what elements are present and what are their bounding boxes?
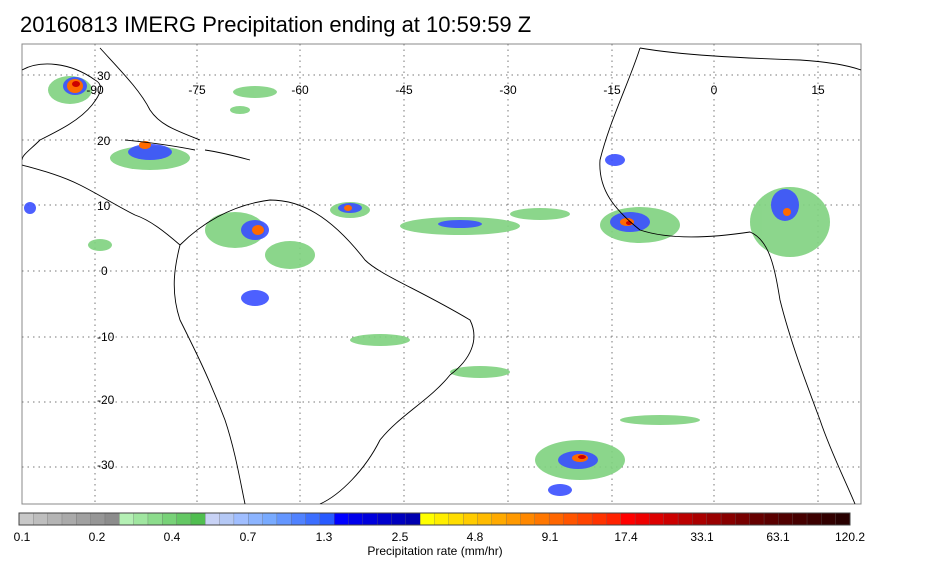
- map-border: [21, 43, 862, 505]
- colorbar-swatch: [276, 512, 292, 526]
- lon-label: -30: [499, 83, 517, 97]
- colorbar-swatch: [205, 512, 221, 526]
- colorbar-swatch: [463, 512, 478, 526]
- colorbar-swatch: [692, 512, 708, 526]
- coastlines: [22, 47, 861, 504]
- colorbar-swatch: [563, 512, 579, 526]
- colorbar-swatch: [219, 512, 235, 526]
- colorbar-tick-label: 4.8: [466, 530, 484, 544]
- colorbar-swatch: [491, 512, 507, 526]
- colorbar-swatch: [233, 512, 249, 526]
- lat-label: 10: [97, 199, 111, 213]
- colorbar-swatch: [548, 512, 564, 526]
- colorbar-swatch: [806, 512, 822, 526]
- latitude-labels: 30 20 10 0 -10 -20 -30: [97, 69, 115, 472]
- lat-label: 20: [97, 134, 111, 148]
- colorbar-swatch: [305, 512, 321, 526]
- colorbar-swatch: [591, 512, 607, 526]
- lon-label: -45: [395, 83, 413, 97]
- colorbar-swatch: [606, 512, 622, 526]
- colorbar-swatch: [334, 512, 349, 526]
- colorbar-swatch: [520, 512, 536, 526]
- lat-label: 0: [101, 264, 108, 278]
- lon-label: 15: [811, 83, 825, 97]
- lon-label: 0: [711, 83, 718, 97]
- colorbar-swatch: [61, 512, 77, 526]
- lat-label: -20: [97, 393, 115, 407]
- colorbar-swatch: [119, 512, 135, 526]
- colorbar-tick-label: 63.1: [766, 530, 790, 544]
- colorbar-swatch: [778, 512, 794, 526]
- lon-label: -60: [291, 83, 309, 97]
- colorbar-swatch: [649, 512, 665, 526]
- colorbar-swatch: [420, 512, 435, 526]
- lon-label: -15: [603, 83, 621, 97]
- colorbar-swatch: [391, 512, 407, 526]
- colorbar-swatch: [534, 512, 550, 526]
- colorbar-tick-label: 33.1: [690, 530, 714, 544]
- colorbar-swatch: [405, 512, 421, 526]
- lat-label: -10: [97, 330, 115, 344]
- colorbar-swatch: [262, 512, 278, 526]
- colorbar-swatch: [792, 512, 808, 526]
- colorbar-swatch: [663, 512, 679, 526]
- colorbar-swatch: [505, 512, 521, 526]
- colorbar-swatch: [749, 512, 765, 526]
- colorbar-swatch: [620, 512, 636, 526]
- colorbar-tick-label: 0.1: [13, 530, 31, 544]
- colorbar-swatch: [18, 512, 34, 526]
- colorbar-swatch: [348, 512, 364, 526]
- colorbar-tick-label: 0.7: [239, 530, 257, 544]
- colorbar-swatch: [821, 512, 837, 526]
- colorbar-swatch: [76, 512, 92, 526]
- colorbar-swatch: [706, 512, 722, 526]
- colorbar-swatch: [319, 512, 335, 526]
- colorbar-swatch: [720, 512, 736, 526]
- colorbar-title: Precipitation rate (mm/hr): [367, 544, 503, 558]
- colorbar-swatch: [448, 512, 464, 526]
- colorbar-tick-label: 17.4: [614, 530, 638, 544]
- longitude-labels: -90 -75 -60 -45 -30 -15 0 15: [86, 83, 825, 97]
- colorbar-swatch: [835, 512, 851, 526]
- colorbar-swatch: [763, 512, 779, 526]
- lat-label: -30: [97, 458, 115, 472]
- colorbar-tick-label: 0.2: [88, 530, 106, 544]
- colorbar-swatch: [477, 512, 493, 526]
- colorbar-swatch: [634, 512, 650, 526]
- colorbar-swatch: [434, 512, 450, 526]
- colorbar-tick-label: 9.1: [541, 530, 559, 544]
- colorbar: [18, 512, 851, 526]
- colorbar-swatch: [291, 512, 307, 526]
- colorbar-swatch: [377, 512, 392, 526]
- colorbar-tick-label: 0.4: [163, 530, 181, 544]
- colorbar-outline: [18, 512, 851, 526]
- lon-label: -90: [86, 83, 104, 97]
- colorbar-swatch: [147, 512, 163, 526]
- colorbar-swatch: [677, 512, 693, 526]
- lon-label: -75: [188, 83, 206, 97]
- colorbar-swatch: [47, 512, 63, 526]
- graticule: [22, 44, 861, 504]
- colorbar-swatch: [90, 512, 106, 526]
- colorbar-tick-label: 120.2: [834, 530, 866, 544]
- colorbar-swatch: [362, 512, 378, 526]
- colorbar-swatch: [176, 512, 192, 526]
- colorbar-swatch: [33, 512, 49, 526]
- colorbar-swatch: [735, 512, 751, 526]
- colorbar-swatch: [248, 512, 264, 526]
- colorbar-tick-label: 2.5: [391, 530, 409, 544]
- lat-label: 30: [97, 69, 111, 83]
- colorbar-tick-label: 1.3: [315, 530, 333, 544]
- map-title: 20160813 IMERG Precipitation ending at 1…: [20, 12, 532, 37]
- colorbar-swatch: [577, 512, 593, 526]
- colorbar-swatch: [190, 512, 206, 526]
- colorbar-swatch: [104, 512, 120, 526]
- colorbar-swatch: [133, 512, 149, 526]
- colorbar-swatch: [162, 512, 178, 526]
